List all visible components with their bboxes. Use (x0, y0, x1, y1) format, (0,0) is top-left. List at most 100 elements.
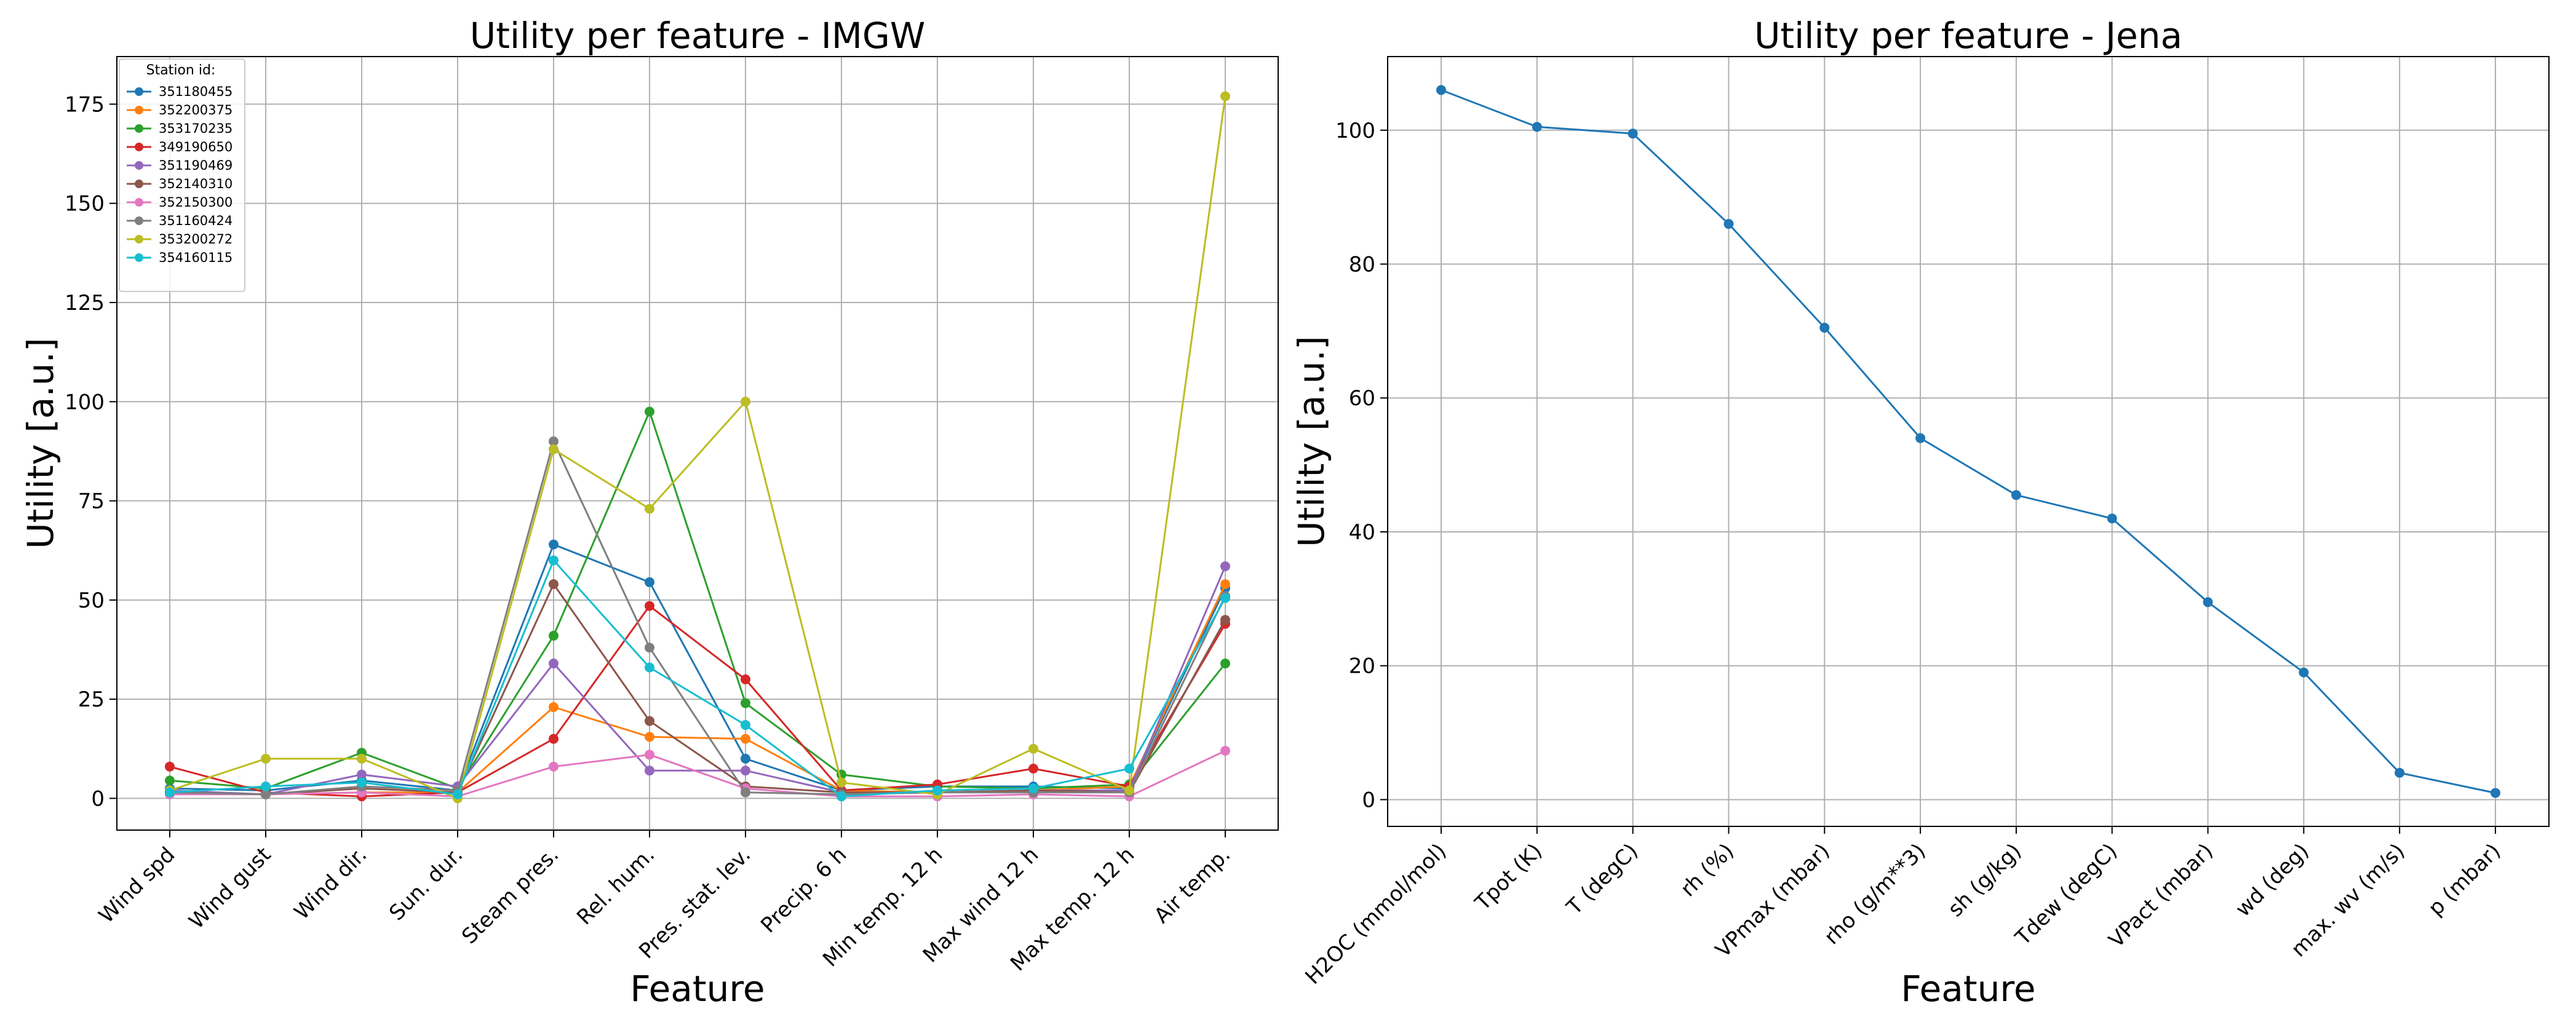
data-point-352150300 (645, 750, 654, 760)
jena-series (1436, 85, 2500, 798)
data-point-351160424 (261, 789, 271, 799)
data-point-353200272 (261, 753, 271, 764)
data-point-353170235 (165, 775, 175, 786)
data-point-353200272 (549, 444, 559, 454)
legend-item-label: 352200375 (159, 103, 233, 117)
jena-x-axis: H2OC (mmol/mol) Tpot (K) T (degC) rh (%)VPm… (1300, 826, 2505, 989)
data-point-353200272 (741, 397, 750, 407)
y-tick-label: 175 (65, 92, 105, 117)
data-point-354160115 (357, 777, 367, 788)
x-tick-label: p (mbar) (2423, 839, 2505, 920)
series-line-353200272 (169, 96, 1226, 800)
imgw-x-axis: Wind spd Wind gust Wind dir. Sun. dur.Steam… (94, 830, 1235, 976)
jena-y-axis: 0 20 40 60 80 100 (1335, 119, 1388, 812)
jena-y-axis-label: Utility [a.u.] (1290, 336, 1332, 547)
imgw-legend: Station id: 351180455 352200375 353170235 3… (119, 58, 245, 292)
data-point-354160115 (837, 791, 846, 802)
data-point-349190650 (1028, 764, 1038, 774)
data-point-utility (2203, 597, 2213, 608)
legend-item-label: 354160115 (159, 250, 233, 265)
y-tick-label: 0 (91, 786, 105, 811)
legend-marker (135, 87, 143, 96)
series-line-351160424 (169, 438, 1226, 796)
legend-marker (135, 235, 143, 243)
imgw-chart-title: Utility per feature - IMGW (470, 15, 925, 57)
y-tick-label: 75 (78, 489, 105, 514)
data-point-352200375 (549, 702, 559, 713)
imgw-x-axis-label: Feature (630, 968, 765, 1010)
y-tick-label: 150 (65, 192, 105, 216)
x-tick-label: H2OC (mmol/mol) (1300, 839, 1451, 989)
legend-item-label: 353200272 (159, 232, 233, 247)
x-tick-label: Wind dir. (290, 842, 372, 925)
data-point-utility (2395, 767, 2405, 778)
legend-marker (135, 124, 143, 133)
data-point-353170235 (741, 698, 750, 708)
data-point-352140310 (549, 579, 559, 590)
data-point-351180455 (645, 577, 654, 587)
series-line-349190650 (169, 604, 1226, 798)
imgw-plot-frame (116, 56, 1279, 831)
imgw-y-axis: 0 25 50 75 100 125 150 175 (65, 92, 117, 811)
legend-item-label: 351190469 (159, 158, 233, 173)
data-point-349190650 (645, 601, 654, 611)
x-tick-label: sh (g/kg) (1943, 839, 2026, 922)
jena-chart-title: Utility per feature - Jena (1754, 15, 2182, 57)
legend-marker (135, 143, 143, 151)
data-point-352200375 (741, 734, 750, 744)
x-tick-label: T (degC) (1562, 839, 1643, 920)
data-point-352140310 (1220, 615, 1230, 625)
data-point-354160115 (741, 720, 750, 730)
series-line-354160115 (169, 558, 1226, 798)
data-point-349190650 (741, 674, 750, 684)
legend-item-label: 352140310 (159, 176, 233, 191)
y-tick-label: 100 (1335, 119, 1375, 143)
data-point-354160115 (1220, 593, 1230, 603)
legend-title: Station id: (146, 63, 216, 78)
legend-marker (135, 216, 143, 225)
series-line-351180455 (169, 543, 1226, 792)
series-line-352150300 (170, 750, 1226, 798)
legend-item-label: 351180455 (159, 84, 233, 99)
imgw-series (165, 91, 1230, 804)
legend-marker (135, 198, 143, 207)
y-tick-label: 60 (1349, 386, 1375, 411)
data-point-353200272 (1220, 91, 1230, 101)
data-point-351180455 (549, 539, 559, 550)
legend-item-label: 353170235 (159, 121, 233, 136)
data-point-utility (1723, 219, 1734, 229)
data-point-353170235 (549, 630, 559, 641)
y-tick-label: 125 (65, 291, 105, 315)
x-tick-label: Precip. 6 h (756, 842, 851, 938)
data-point-349190650 (549, 734, 559, 744)
x-tick-label: rh (%) (1676, 839, 1739, 901)
data-point-utility (1819, 322, 1830, 333)
data-point-353200272 (837, 777, 846, 788)
data-point-353200272 (645, 504, 654, 514)
data-point-351160424 (741, 787, 750, 798)
data-point-353200272 (1124, 785, 1134, 796)
series-line-352140310 (169, 582, 1226, 796)
x-tick-label: Sun. dur. (384, 842, 467, 925)
data-point-353200272 (357, 753, 367, 764)
data-point-352150300 (1220, 745, 1230, 756)
data-point-utility (1915, 433, 1926, 443)
data-point-354160115 (549, 555, 559, 566)
x-tick-label: Wind gust (185, 842, 276, 934)
legend-frame (119, 58, 245, 292)
y-tick-label: 20 (1349, 654, 1375, 679)
data-point-353170235 (645, 406, 654, 417)
data-point-351190469 (1220, 561, 1230, 571)
data-point-351190469 (741, 766, 750, 776)
jena-x-axis-label: Feature (1901, 968, 2035, 1010)
data-point-354160115 (261, 782, 271, 792)
x-tick-label: wd (deg) (2231, 839, 2314, 922)
data-point-utility (2299, 667, 2309, 678)
data-point-351160424 (549, 436, 559, 446)
jena-gridlines (1388, 57, 2549, 826)
data-point-352150300 (549, 761, 559, 772)
y-tick-label: 40 (1349, 520, 1375, 545)
y-tick-label: 50 (78, 588, 105, 613)
data-point-351190469 (645, 766, 654, 776)
